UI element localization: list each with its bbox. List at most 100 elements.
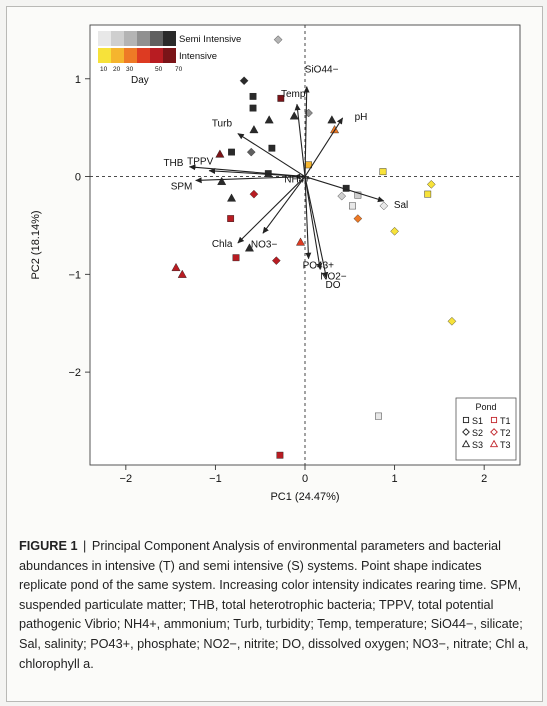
x-tick-label: 1 <box>392 473 398 485</box>
figure-panel: −2 −1 0 1 2 −2 −1 0 1 SiO44− Temp pH Turb THB TPPV SPM… <box>6 6 543 702</box>
semi-intensive-label: Semi Intensive <box>179 34 241 45</box>
score-point <box>354 191 362 199</box>
loading-label: pH <box>355 112 368 123</box>
score-point <box>289 111 299 120</box>
y-tick-label: 0 <box>75 172 81 184</box>
score-point <box>390 227 399 236</box>
figure-caption: FIGURE 1 | Principal Component Analysis … <box>19 537 531 674</box>
loading-arrow <box>304 176 385 203</box>
legend-marker <box>489 439 499 448</box>
intensive-label: Intensive <box>179 51 217 62</box>
intensive-swatch <box>98 48 111 63</box>
loading-label: NO2− <box>320 271 347 282</box>
day-tick-label: 10 <box>100 66 108 73</box>
score-point <box>227 215 235 222</box>
score-point <box>276 451 284 459</box>
score-point <box>177 269 187 278</box>
legend-label: T2 <box>500 428 511 438</box>
day-tick-label: 50 <box>155 66 163 73</box>
loading-label: Temp <box>281 89 306 100</box>
legend-marker <box>462 428 470 436</box>
loading-label: Turb <box>212 119 233 130</box>
legend-marker <box>490 416 498 424</box>
score-point <box>227 193 237 202</box>
loading-label: NH4+ <box>284 175 310 186</box>
loading-arrow <box>304 117 344 177</box>
legend-marker <box>462 416 470 424</box>
pond-legend: Pond S1 T1 S2 T2 S3 T3 <box>455 397 517 461</box>
loading-arrow <box>208 168 306 178</box>
score-point <box>215 149 225 158</box>
semi-intensive-swatch <box>111 31 124 46</box>
loading-arrow <box>237 133 306 178</box>
pca-biplot: −2 −1 0 1 2 −2 −1 0 1 SiO44− Temp pH Turb THB TPPV SPM… <box>30 24 521 503</box>
score-point <box>296 237 306 246</box>
reference-lines <box>90 25 520 465</box>
semi-intensive-swatch <box>137 31 150 46</box>
score-point <box>239 76 249 86</box>
loading-arrow <box>304 176 312 260</box>
score-point <box>272 256 281 265</box>
score-point <box>330 125 340 134</box>
score-point <box>249 104 257 112</box>
score-point <box>424 190 432 198</box>
legend-label: S2 <box>472 428 483 438</box>
score-points <box>171 35 457 459</box>
score-point <box>249 92 257 100</box>
axes: −2 −1 0 1 2 −2 −1 0 1 <box>68 74 487 485</box>
intensive-swatch <box>124 48 137 63</box>
score-point <box>246 147 256 157</box>
x-tick-label: 0 <box>302 473 308 485</box>
loading-label: PO43+ <box>303 261 335 272</box>
score-point <box>379 201 389 211</box>
semi-intensive-swatch <box>124 31 137 46</box>
loading-arrow <box>303 86 310 177</box>
legend-label: S1 <box>472 416 483 426</box>
legend-marker <box>490 428 498 436</box>
loading-arrow <box>237 176 306 244</box>
loading-arrow <box>304 176 329 279</box>
score-point <box>277 94 285 102</box>
semi-intensive-swatch <box>98 31 111 46</box>
intensive-swatch <box>111 48 124 63</box>
score-point <box>327 115 337 124</box>
intensive-swatch <box>150 48 163 63</box>
loading-label: TPPV <box>187 157 213 168</box>
score-point <box>349 202 356 210</box>
day-tick-label: 20 <box>113 66 121 73</box>
day-color-scale: Semi Intensive Intensive 10 20 30 50 70 Day <box>98 31 241 86</box>
x-tick-label: −2 <box>120 473 133 485</box>
day-tick-label: 30 <box>126 66 134 73</box>
x-tick-label: −1 <box>209 473 222 485</box>
semi-intensive-swatch <box>150 31 163 46</box>
score-point <box>273 35 283 44</box>
x-tick-label: 2 <box>481 473 487 485</box>
loading-label: DO <box>326 280 341 291</box>
intensive-swatch <box>163 48 176 63</box>
caption-separator: | <box>83 539 87 553</box>
score-point <box>353 214 363 223</box>
legend-title: Pond <box>475 402 496 412</box>
loading-label: Sal <box>394 200 408 211</box>
loading-label: Chla <box>212 239 233 250</box>
loading-label: THB <box>163 158 183 169</box>
loading-label: SiO44− <box>305 65 339 76</box>
y-tick-label: 1 <box>75 74 81 86</box>
score-point <box>268 144 276 152</box>
score-point <box>249 125 259 134</box>
score-point <box>264 115 274 124</box>
legend-label: T3 <box>500 440 511 450</box>
score-point <box>232 254 240 262</box>
loading-label: SPM <box>171 181 193 192</box>
score-point <box>249 189 259 199</box>
legend-label: T1 <box>500 416 511 426</box>
x-axis-label: PC1 (24.47%) <box>270 491 339 503</box>
loading-label: NO3− <box>251 239 278 250</box>
score-point <box>427 180 436 189</box>
score-point <box>171 262 181 272</box>
semi-intensive-swatch <box>163 31 176 46</box>
legend-marker <box>461 439 471 448</box>
loading-vectors: SiO44− Temp pH Turb THB TPPV SPM NH4+ Sal Chla NO3… <box>163 65 408 292</box>
loading-arrow <box>304 176 323 270</box>
caption-text: Principal Component Analysis of environm… <box>19 539 529 671</box>
